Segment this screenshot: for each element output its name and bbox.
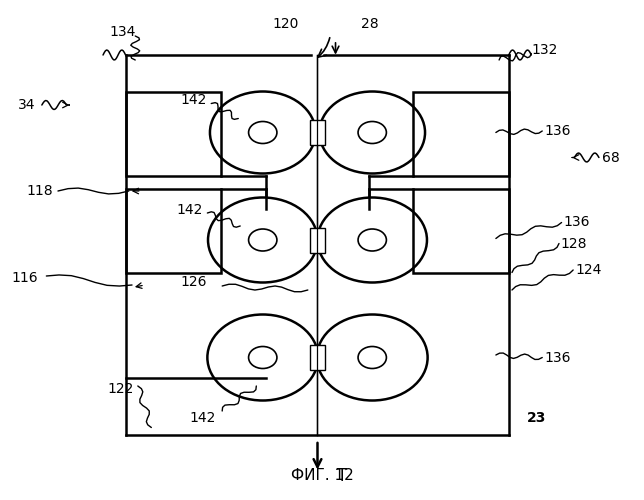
Text: 118: 118: [26, 184, 53, 198]
Text: 126: 126: [180, 276, 207, 289]
Polygon shape: [310, 120, 325, 145]
Text: 23: 23: [527, 412, 546, 426]
Text: 134: 134: [109, 26, 135, 40]
Text: 136: 136: [544, 124, 571, 138]
Polygon shape: [310, 345, 325, 370]
Text: 128: 128: [560, 236, 587, 250]
Text: 68: 68: [601, 150, 620, 164]
Text: 136: 136: [544, 350, 571, 364]
Polygon shape: [310, 228, 325, 252]
Text: 120: 120: [272, 17, 298, 31]
Text: ФИГ. 12: ФИГ. 12: [290, 468, 354, 483]
Text: 122: 122: [108, 382, 134, 396]
Text: 132: 132: [531, 43, 557, 57]
Text: 142: 142: [180, 93, 206, 107]
Text: 116: 116: [11, 270, 38, 284]
Text: T: T: [337, 467, 347, 485]
Text: 28: 28: [361, 17, 379, 31]
Text: 142: 142: [190, 410, 216, 424]
Text: 142: 142: [177, 203, 203, 217]
Text: 124: 124: [575, 263, 601, 277]
Text: 136: 136: [564, 216, 590, 230]
Text: 34: 34: [18, 98, 36, 112]
